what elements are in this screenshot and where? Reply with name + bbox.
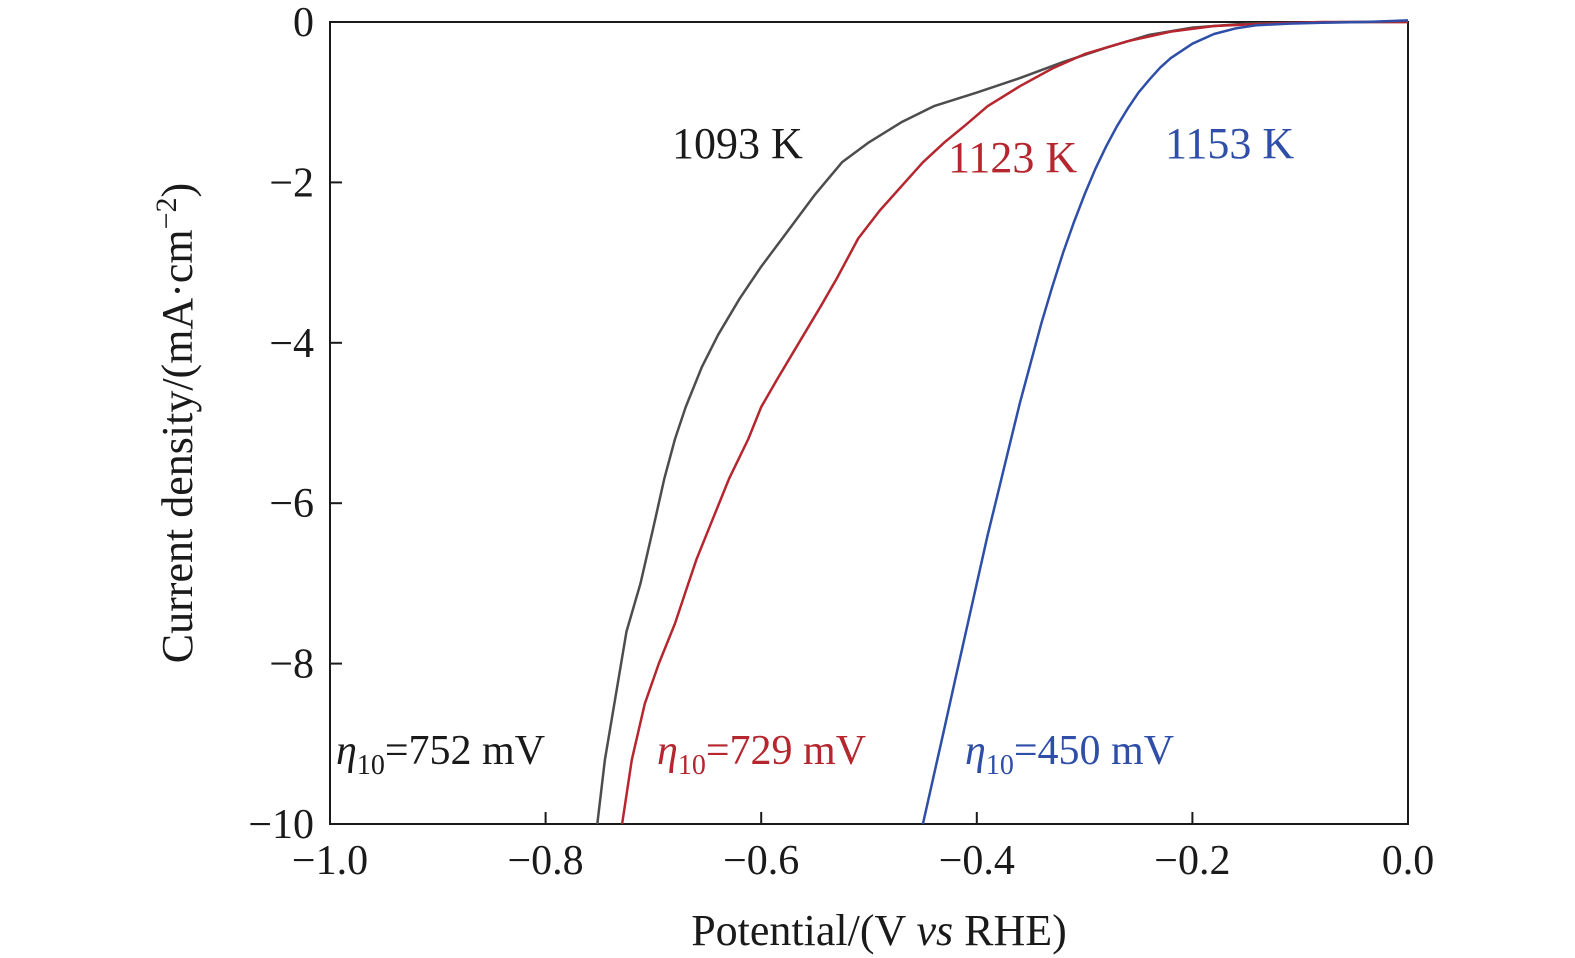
plot-frame <box>329 21 1409 825</box>
y-tick-label: −10 <box>248 802 314 848</box>
x-axis-label: Potential/(V vs RHE) <box>691 906 1067 955</box>
plot-area <box>329 21 1409 825</box>
y-tick-label: −8 <box>269 642 314 688</box>
y-tick-label: −6 <box>269 481 314 527</box>
series-name-label: 1123 K <box>948 133 1077 182</box>
series-group <box>596 19 1409 825</box>
eta10-annotation: η10=450 mV <box>965 728 1174 781</box>
y-axis-label: Current density/(mA·cm−2) <box>150 183 203 663</box>
series-line <box>620 20 1408 825</box>
y-tick-label: −2 <box>269 160 314 206</box>
x-tick-label: 0.0 <box>1382 838 1435 884</box>
series-line <box>921 19 1409 825</box>
series-labels: 1093 K η10=752 mV 1123 K η10=729 mV 1153 K η1… <box>336 119 1294 781</box>
x-tick-label: −1.0 <box>292 838 368 884</box>
x-tick-label: −0.8 <box>508 838 584 884</box>
series-name-label: 1093 K <box>672 119 803 168</box>
y-tick-label: −4 <box>269 321 314 367</box>
x-tick-label: −0.4 <box>939 838 1015 884</box>
y-tick-label: 0 <box>293 0 314 46</box>
axis-ticks: −1.0 −0.8 −0.6 −0.4 −0.2 0.0 0 −2 −4 −6 −8 −10 <box>248 0 1434 884</box>
x-tick-label: −0.6 <box>723 838 799 884</box>
series-name-label: 1153 K <box>1165 119 1294 168</box>
eta10-annotation: η10=729 mV <box>657 728 866 781</box>
eta10-annotation: η10=752 mV <box>336 728 545 781</box>
x-tick-label: −0.2 <box>1154 838 1230 884</box>
